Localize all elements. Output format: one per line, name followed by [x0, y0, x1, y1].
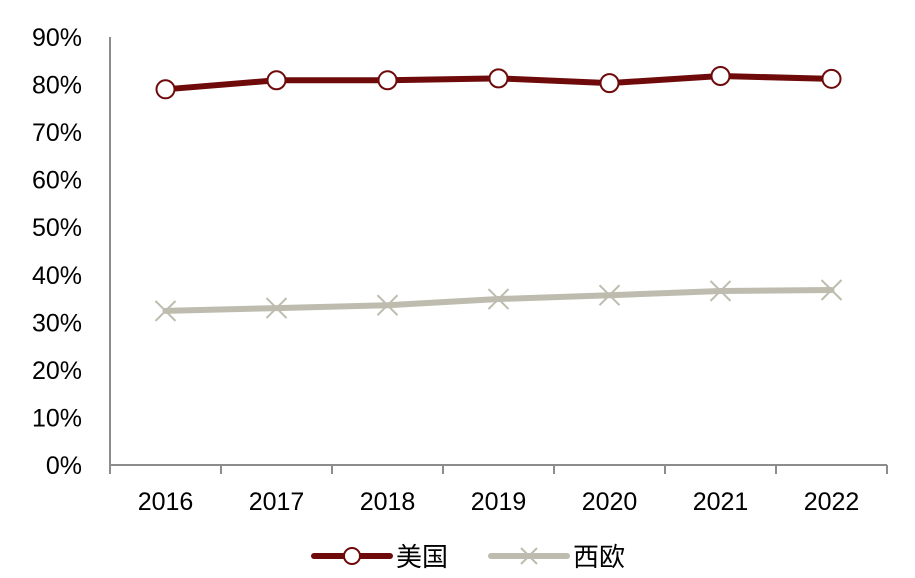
- legend-item-0: 美国: [311, 543, 448, 573]
- x-marker-icon: [520, 547, 538, 565]
- y-tick-label: 60%: [32, 167, 82, 195]
- y-tick-label: 40%: [32, 262, 82, 290]
- y-axis: 0% 10% 20% 30% 40% 50% 60% 70% 80% 90%: [32, 24, 111, 480]
- series-group: [154, 65, 843, 322]
- circle-marker-icon: [266, 70, 287, 91]
- circle-marker-icon: [377, 70, 398, 91]
- circle-marker-icon: [599, 73, 620, 94]
- x-tick-label: 2020: [582, 488, 638, 516]
- x-tick-label: 2018: [360, 488, 416, 516]
- x-tick-label: 2021: [693, 488, 749, 516]
- x-marker-icon: [265, 297, 288, 319]
- y-tick-label: 70%: [32, 119, 82, 147]
- x-marker-icon: [709, 280, 732, 302]
- y-tick-label: 10%: [32, 404, 82, 432]
- legend-label: 西欧: [573, 543, 625, 573]
- y-tick-label: 80%: [32, 72, 82, 100]
- series-1: [154, 279, 843, 322]
- circle-marker-icon: [343, 547, 361, 565]
- y-tick-label: 0%: [46, 452, 82, 480]
- y-tick-label: 90%: [32, 24, 82, 52]
- x-marker-icon: [598, 284, 621, 306]
- x-marker-icon: [487, 288, 510, 310]
- series-0: [155, 65, 842, 100]
- x-marker-icon: [154, 300, 177, 322]
- circle-marker-icon: [821, 68, 842, 89]
- x-axis: 2016 2017 2018 2019 2020 2021 2022: [109, 464, 888, 516]
- x-tick-label: 2022: [804, 488, 860, 516]
- y-tick-label: 20%: [32, 357, 82, 385]
- circle-marker-icon: [488, 68, 509, 89]
- x-tick-label: 2016: [138, 488, 194, 516]
- series-line: [162, 286, 835, 314]
- y-tick-label: 50%: [32, 214, 82, 242]
- x-tick-label: 2019: [471, 488, 527, 516]
- y-tick-label: 30%: [32, 309, 82, 337]
- legend-item-1: 西欧: [488, 543, 625, 573]
- x-marker-icon: [820, 279, 843, 301]
- x-tick-label: 2017: [249, 488, 305, 516]
- x-marker-icon: [376, 294, 399, 316]
- circle-marker-icon: [710, 65, 731, 86]
- circle-marker-icon: [155, 79, 176, 100]
- legend-label: 美国: [396, 543, 448, 573]
- legend: 美国 西欧: [311, 543, 625, 573]
